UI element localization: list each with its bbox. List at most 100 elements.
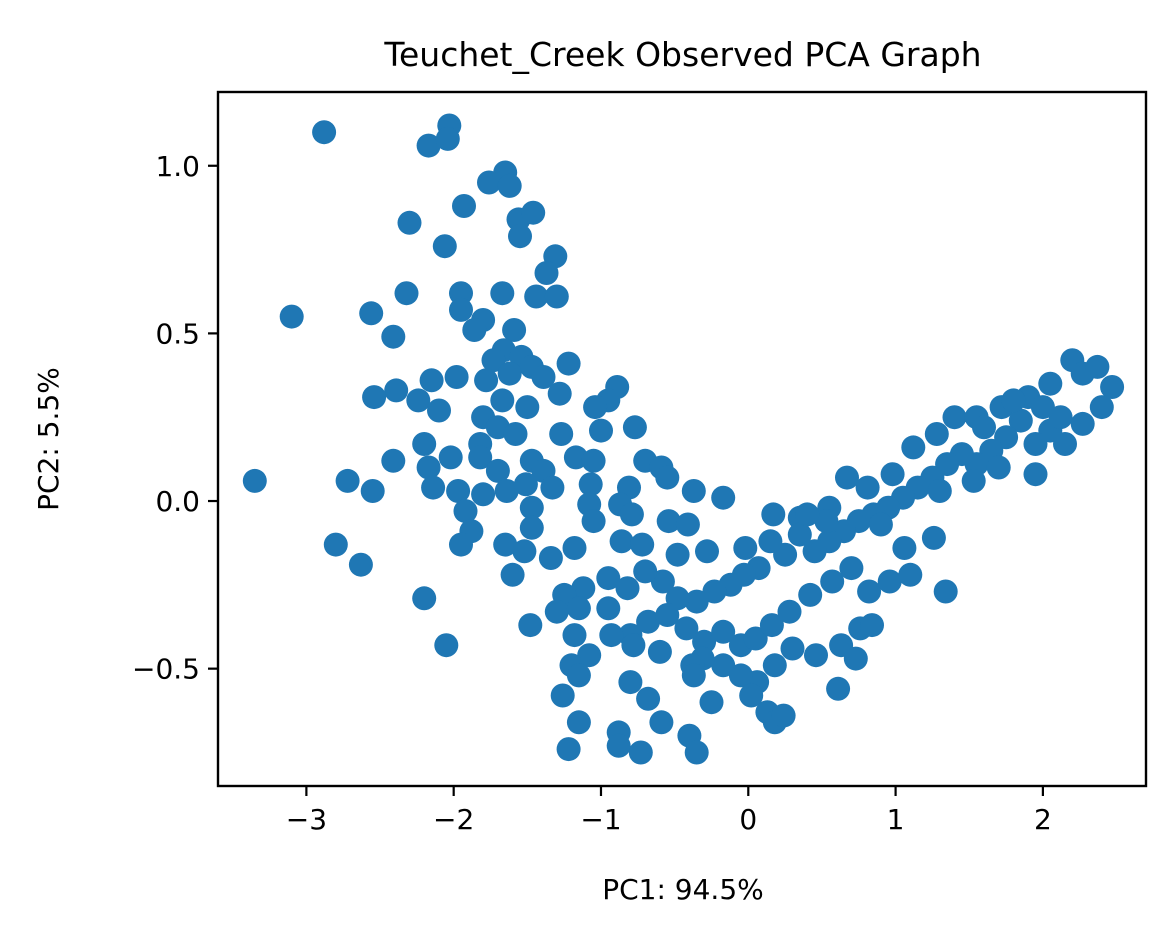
data-point-123 [1008,408,1033,433]
data-point-180 [728,663,753,688]
data-point-35 [444,365,469,389]
data-point-26 [381,324,406,349]
data-point-113 [1038,371,1063,396]
data-point-97 [630,532,655,557]
data-point-24 [462,318,487,342]
data-point-149 [615,576,640,601]
data-point-86 [675,512,700,537]
data-point-68 [335,468,360,493]
x-tick-label-4: 1 [887,803,905,836]
data-point-44 [515,395,540,420]
data-point-165 [759,613,784,638]
data-point-64 [485,458,510,483]
y-tick-label-3: 1.0 [155,150,200,183]
data-point-93 [512,539,537,564]
data-point-10 [397,210,422,235]
data-point-206 [826,676,851,701]
data-point-57 [381,448,406,473]
data-point-5 [477,170,501,195]
data-point-56 [438,445,463,470]
data-point-7 [452,194,476,218]
data-point-186 [599,623,624,648]
data-point-177 [780,636,805,661]
data-point-20 [279,304,304,329]
data-point-192 [618,670,643,695]
data-point-205 [771,703,796,728]
data-point-60 [581,448,606,473]
data-point-201 [556,737,581,762]
data-point-158 [636,609,661,634]
data-point-210 [348,552,373,577]
data-point-25 [502,318,527,342]
data-point-12 [432,234,457,259]
data-point-36 [419,368,444,393]
x-tick-label-0: −3 [286,803,327,836]
data-point-194 [649,710,674,735]
data-point-222 [927,479,952,503]
data-point-167 [798,582,823,607]
data-point-54 [412,432,437,456]
data-point-78 [655,465,680,490]
data-point-95 [562,536,587,560]
data-point-215 [972,415,996,440]
data-point-96 [609,529,634,554]
data-point-19 [490,281,515,306]
data-point-100 [733,536,758,560]
data-point-45 [490,388,515,413]
data-point-147 [650,569,675,594]
data-point-119 [1070,411,1095,436]
data-point-72 [494,479,519,503]
data-point-106 [880,462,905,487]
data-point-14 [534,261,559,285]
data-point-217 [1030,395,1055,420]
data-point-202 [739,683,764,708]
data-point-144 [702,579,727,604]
plot-frame [216,90,1148,788]
data-point-166 [777,599,802,624]
data-point-219 [986,455,1011,480]
data-point-105 [855,475,880,500]
data-point-184 [647,639,672,664]
data-point-40 [547,381,572,406]
data-point-51 [589,418,613,443]
data-point-91 [449,532,473,557]
data-point-75 [578,472,603,497]
data-point-138 [787,522,812,547]
data-point-221 [961,468,986,493]
x-tick-label-5: 2 [1034,803,1052,836]
data-point-71 [471,482,496,507]
data-point-118 [1089,395,1114,420]
data-point-85 [656,509,681,534]
data-point-220 [1023,462,1048,487]
data-point-159 [655,603,680,627]
data-point-79 [711,485,736,510]
data-point-190 [550,683,575,708]
data-point-116 [1085,354,1110,379]
x-tick-label-2: −1 [580,803,621,836]
data-point-98 [665,542,690,567]
data-point-9 [521,200,546,225]
data-point-11 [508,224,532,249]
data-point-218 [1048,405,1073,430]
y-tick-label-2: 0.5 [155,317,200,350]
data-point-55 [468,445,493,470]
data-point-156 [596,596,621,621]
data-point-15 [524,284,549,309]
data-point-173 [933,579,958,604]
data-point-77 [681,479,706,503]
data-point-151 [571,576,596,601]
data-point-214 [699,690,724,715]
data-point-117 [1100,375,1125,399]
data-point-122 [1023,432,1048,456]
data-point-155 [566,596,591,621]
data-point-196 [566,710,591,735]
data-point-28 [481,348,506,373]
data-point-49 [503,422,528,446]
data-point-160 [674,616,699,641]
data-point-176 [804,643,828,668]
data-point-99 [695,539,719,564]
data-point-153 [544,599,569,624]
data-point-108 [924,422,949,446]
data-point-154 [518,613,543,638]
data-point-84 [619,502,644,527]
